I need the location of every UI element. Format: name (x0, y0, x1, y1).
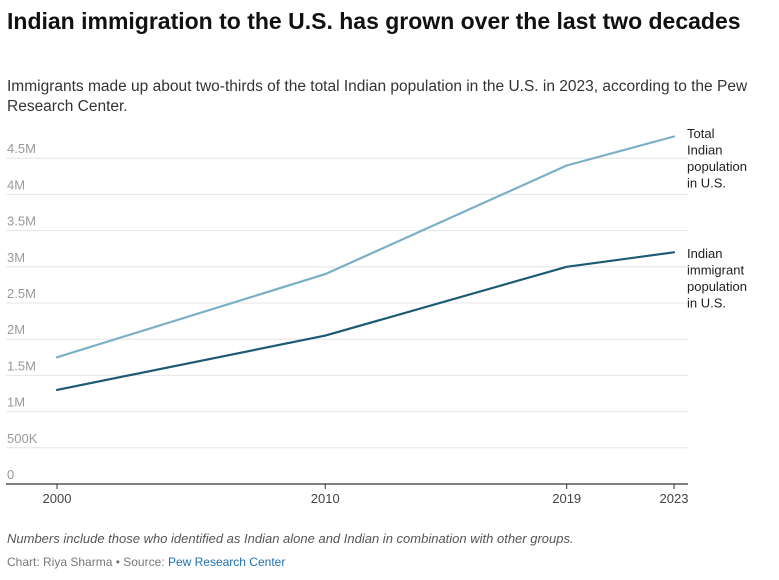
chart-title: Indian immigration to the U.S. has grown… (7, 8, 741, 34)
y-tick-label: 2.5M (7, 286, 36, 301)
y-tick-label: 4.5M (7, 141, 36, 156)
y-tick-label: 3M (7, 250, 25, 265)
x-tick-label: 2010 (311, 491, 340, 506)
x-tick-label: 2023 (660, 491, 689, 506)
credit-prefix: Chart: Riya Sharma • Source: (7, 555, 168, 569)
source-link[interactable]: Pew Research Center (167, 555, 286, 569)
series-line-immigrant (55, 251, 676, 391)
series-label-immigrant: Indian immigrant population in U.S. (687, 246, 747, 311)
grid-and-y-axis: 0 500K 1M 1.5M 2M 2.5M 3M 3.5M 4M 4.5M (6, 141, 688, 485)
y-tick-label: 500K (7, 431, 38, 446)
chart-subtitle: Immigrants made up about two-thirds of t… (7, 78, 748, 115)
chart-footnote: Numbers include those who identified as … (7, 531, 574, 546)
series-lines (55, 135, 676, 391)
y-tick-label: 3.5M (7, 214, 36, 229)
y-tick-label: 4M (7, 177, 25, 192)
y-tick-label: 1M (7, 395, 25, 410)
chart-credit: Chart: Riya Sharma • Source: Pew Researc… (7, 555, 285, 569)
x-tick-label: 2000 (43, 491, 72, 506)
y-tick-label: 0 (7, 467, 14, 482)
y-tick-label: 2M (7, 322, 25, 337)
x-axis: 2000 2010 2019 2023 (43, 484, 689, 506)
series-label-total: Total Indian population in U.S. (687, 126, 747, 191)
y-tick-label: 1.5M (7, 358, 36, 373)
x-tick-label: 2019 (552, 491, 581, 506)
series-labels: Total Indian population in U.S. Indian immigr… (687, 126, 747, 311)
series-line-total (55, 135, 676, 359)
